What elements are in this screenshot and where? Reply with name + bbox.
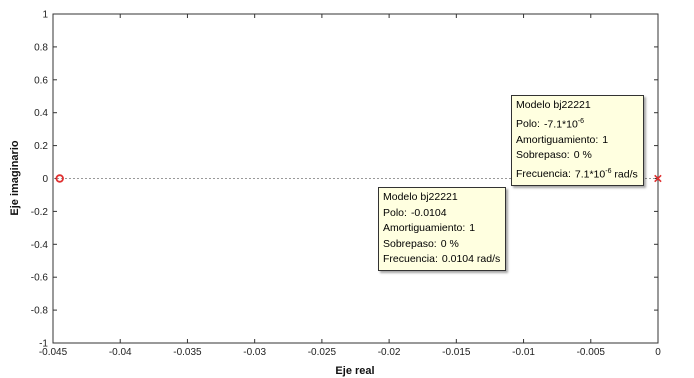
y-tick-label: 0 [42,174,48,185]
y-tick-label: 1 [42,10,48,21]
x-tick-label: -0.03 [243,347,266,358]
x-tick-label: 0 [655,347,661,358]
y-axis-label: Eje imaginario [9,140,21,215]
zero-marker[interactable] [55,174,64,183]
pole-marker[interactable] [654,174,662,183]
datatip-frequency: Frecuencia: 0.0104 rad/s [383,253,501,265]
y-tick-label: 0.6 [34,75,48,86]
datatip-model: Modelo bj22221 [516,99,591,111]
y-tick-label: 0.4 [34,108,48,119]
y-tick-label: 0.2 [34,141,48,152]
datatip-damping: Amortiguamiento: 1 [516,133,609,146]
datatip-damping: Amortiguamiento: 1 [383,222,476,234]
x-tick-label: -0.01 [512,347,535,358]
x-axis-label: Eje real [335,365,374,377]
datatip-frequency: Frecuencia: 7.1*10-6 rad/s [516,167,638,181]
y-tick-label: -0.8 [31,306,49,317]
datatip-pole: Polo: -0.0104 [383,206,447,219]
y-tick-label: -0.4 [31,240,49,251]
axis-ticks: -0.045 -0.04 -0.035 -0.03 -0.025 -0.02 -0.015 -… [31,10,661,359]
x-tick-label: -0.035 [173,347,202,358]
x-tick-label: -0.015 [442,347,471,358]
x-tick-label: -0.04 [109,347,132,358]
x-tick-label: -0.005 [577,347,606,358]
y-tick-label: -0.2 [31,207,49,218]
datatip-overshoot: Sobrepaso: 0 % [383,237,459,250]
datatip-model: Modelo bj22221 [383,191,458,203]
datatip-pole-2[interactable]: Modelo bj22221 Polo: -7.1*10-6 Amortiguam… [511,95,644,186]
y-tick-label: -1 [39,339,48,350]
datatip-overshoot: Sobrepaso: 0 % [516,149,592,161]
x-tick-label: -0.02 [378,347,401,358]
x-tick-label: -0.045 [39,347,68,358]
y-tick-label: 0.8 [34,42,48,53]
datatip-pole: Polo: -7.1*10-6 [516,117,585,131]
x-tick-label: -0.025 [308,347,337,358]
datatip-pole-1[interactable]: Modelo bj22221 Polo: -0.0104 Amortiguamie… [378,187,507,271]
y-tick-label: -0.6 [31,273,49,284]
